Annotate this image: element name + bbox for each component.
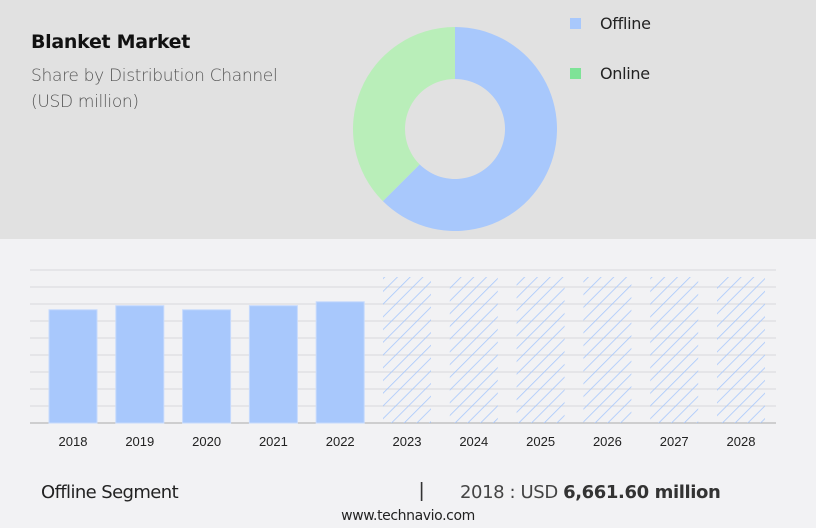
segment-value-amount: 6,661.60 million <box>563 482 721 503</box>
forecast-bar-2028[interactable] <box>717 277 765 423</box>
legend-item-online[interactable]: Online <box>570 64 650 83</box>
x-label-2024: 2024 <box>459 434 488 449</box>
bar-2018[interactable] <box>48 309 98 424</box>
bar-2019[interactable] <box>115 305 165 424</box>
segment-year-prefix: 2018 : USD <box>460 482 564 503</box>
x-label-2026: 2026 <box>593 434 622 449</box>
footer-separator: | <box>419 480 425 502</box>
forecast-bar-2023[interactable] <box>383 277 431 423</box>
forecast-bar-2025[interactable] <box>516 277 565 423</box>
donut-chart <box>353 27 557 231</box>
subtitle-line-2: (USD million) <box>31 92 139 112</box>
x-label-2018: 2018 <box>59 434 88 449</box>
legend-swatch-online <box>570 68 581 79</box>
x-label-2019: 2019 <box>125 434 154 449</box>
segment-label: Offline Segment <box>41 482 179 503</box>
chart-title: Blanket Market <box>31 31 191 53</box>
x-label-2027: 2027 <box>660 434 689 449</box>
segment-value: 2018 : USD 6,661.60 million <box>460 482 721 503</box>
forecast-bar-2027[interactable] <box>650 277 699 423</box>
x-axis-labels: 2018 2019 2020 2021 2022 2023 2024 2025 2026 2027… <box>59 434 756 449</box>
bar-chart: 2018 2019 2020 2021 2022 2023 2024 2025 2026 2027… <box>30 269 776 449</box>
subtitle-line-1: Share by Distribution Channel <box>31 66 278 86</box>
forecast-bar-2026[interactable] <box>583 277 632 423</box>
legend-swatch-offline <box>570 18 581 29</box>
chart-subtitle: Share by Distribution Channel (USD milli… <box>31 63 278 115</box>
bar-2022[interactable] <box>315 301 365 424</box>
website-link[interactable]: www.technavio.com <box>341 508 475 524</box>
bars <box>48 277 765 424</box>
top-panel: Blanket Market Share by Distribution Cha… <box>0 0 816 239</box>
x-label-2028: 2028 <box>727 434 756 449</box>
x-label-2021: 2021 <box>259 434 288 449</box>
bar-2021[interactable] <box>248 305 298 424</box>
legend-label-offline: Offline <box>600 14 651 33</box>
forecast-bar-2024[interactable] <box>449 277 498 423</box>
x-label-2025: 2025 <box>526 434 555 449</box>
x-label-2022: 2022 <box>326 434 355 449</box>
legend-label-online: Online <box>600 64 650 83</box>
x-label-2023: 2023 <box>393 434 422 449</box>
x-label-2020: 2020 <box>192 434 221 449</box>
bar-2020[interactable] <box>182 309 232 424</box>
donut-segment-offline[interactable] <box>382 27 557 231</box>
donut-segment-online[interactable] <box>353 27 455 202</box>
legend-item-offline[interactable]: Offline <box>570 14 651 33</box>
